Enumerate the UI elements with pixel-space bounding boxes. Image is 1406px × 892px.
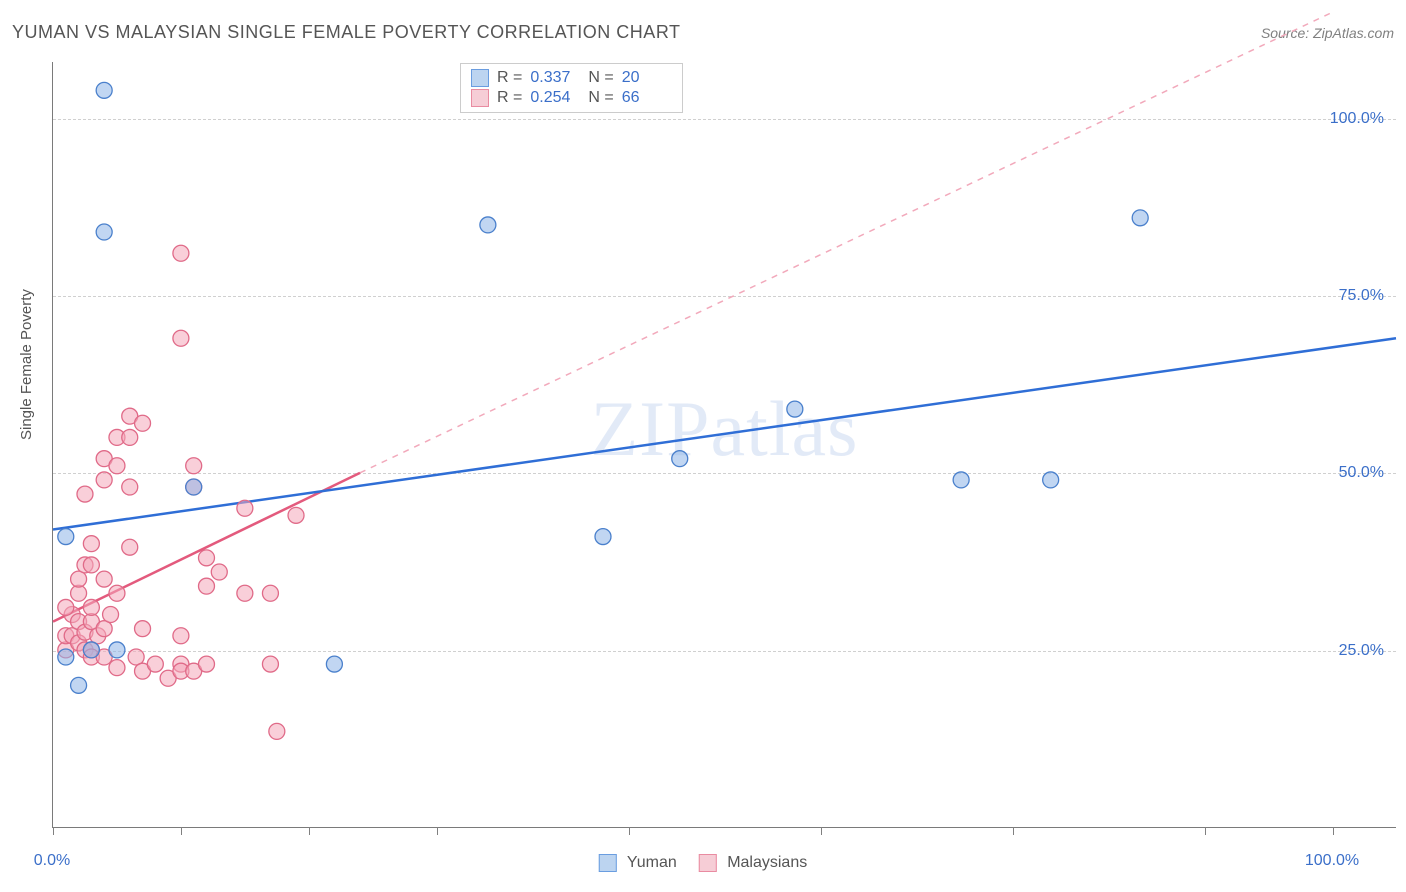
chart-svg: [53, 62, 1396, 827]
legend-row-yuman: R = 0.337 N = 20: [471, 68, 672, 88]
r-value: 0.254: [530, 89, 580, 107]
legend-label: Yuman: [627, 854, 677, 871]
n-label: N =: [588, 89, 613, 107]
series-legend: Yuman Malaysians: [599, 854, 807, 872]
x-tick-label: 100.0%: [1305, 852, 1359, 870]
chart-source: Source: ZipAtlas.com: [1261, 25, 1394, 41]
x-tick: [437, 827, 438, 835]
plot-area: ZIPatlas: [52, 62, 1396, 828]
legend-swatch-malaysians: [471, 89, 489, 107]
x-tick: [1333, 827, 1334, 835]
x-tick: [629, 827, 630, 835]
legend-item-malaysians: Malaysians: [699, 854, 807, 872]
legend-swatch-icon: [699, 854, 717, 872]
chart-title: YUMAN VS MALAYSIAN SINGLE FEMALE POVERTY…: [12, 22, 680, 43]
n-value: 66: [622, 89, 672, 107]
n-label: N =: [588, 69, 613, 87]
r-label: R =: [497, 69, 522, 87]
legend-label: Malaysians: [727, 854, 807, 871]
legend-swatch-icon: [599, 854, 617, 872]
legend-row-malaysians: R = 0.254 N = 66: [471, 88, 672, 108]
x-tick: [821, 827, 822, 835]
legend-swatch-yuman: [471, 69, 489, 87]
r-value: 0.337: [530, 69, 580, 87]
y-axis-label: Single Female Poverty: [18, 289, 35, 440]
correlation-legend: R = 0.337 N = 20 R = 0.254 N = 66: [460, 63, 683, 113]
r-label: R =: [497, 89, 522, 107]
x-tick: [1013, 827, 1014, 835]
x-tick-label: 0.0%: [34, 852, 70, 870]
legend-item-yuman: Yuman: [599, 854, 677, 872]
x-tick: [53, 827, 54, 835]
x-tick: [309, 827, 310, 835]
x-tick: [1205, 827, 1206, 835]
x-tick: [181, 827, 182, 835]
n-value: 20: [622, 69, 672, 87]
